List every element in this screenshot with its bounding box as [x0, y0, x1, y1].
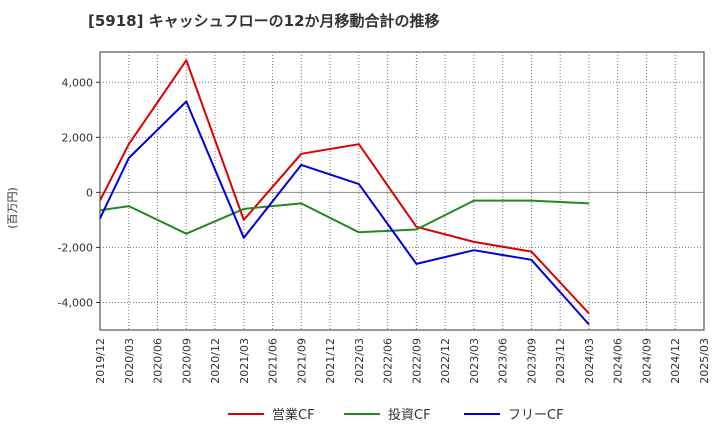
x-tick-label: 2020/06 — [152, 338, 165, 384]
x-axis-ticks: 2019/12 2020/03 2020/06 2020/09 2020/12 2021/… — [94, 338, 711, 384]
x-tick-label: 2022/12 — [439, 338, 452, 384]
x-tick-label: 2021/12 — [324, 338, 337, 384]
x-tick-label: 2023/06 — [497, 338, 510, 384]
y-tick-label: 0 — [86, 186, 93, 199]
x-tick-label: 2024/03 — [583, 338, 596, 384]
y-axis-ticks: 4,000 2,000 0 -2,000 -4,000 — [58, 76, 100, 309]
legend-label: 営業CF — [272, 407, 315, 423]
series-lines — [99, 59, 590, 326]
series-line — [99, 59, 590, 315]
x-tick-label: 2022/03 — [353, 338, 366, 384]
legend-label: フリーCF — [508, 408, 564, 423]
x-tick-label: 2019/12 — [94, 338, 107, 384]
y-tick-label: 4,000 — [62, 76, 94, 89]
x-tick-label: 2021/09 — [295, 338, 308, 384]
x-tick-label: 2024/12 — [669, 338, 682, 384]
x-tick-label: 2022/06 — [382, 338, 395, 384]
x-tick-label: 2021/06 — [267, 338, 280, 384]
x-tick-label: 2020/03 — [123, 338, 136, 384]
y-axis-title: (百万円) — [6, 187, 19, 229]
legend: 営業CF 投資CF フリーCF — [228, 407, 564, 423]
x-tick-label: 2022/09 — [410, 338, 423, 384]
y-tick-label: -2,000 — [58, 241, 93, 254]
x-tick-label: 2024/06 — [612, 338, 625, 384]
chart-title: [5918] キャッシュフローの12か月移動合計の推移 — [88, 12, 440, 30]
x-tick-label: 2024/09 — [640, 338, 653, 384]
x-tick-label: 2023/12 — [554, 338, 567, 384]
series-line — [99, 100, 590, 326]
plot-area — [99, 51, 705, 331]
legend-label: 投資CF — [388, 407, 431, 423]
x-tick-label: 2025/03 — [698, 338, 711, 384]
series-line — [99, 199, 590, 235]
x-tick-label: 2020/09 — [180, 338, 193, 384]
x-tick-label: 2023/03 — [468, 338, 481, 384]
x-tick-label: 2021/03 — [238, 338, 251, 384]
y-tick-label: -4,000 — [58, 296, 93, 309]
grid-lines — [100, 52, 704, 330]
y-tick-label: 2,000 — [62, 131, 94, 144]
x-tick-label: 2023/09 — [525, 338, 538, 384]
x-tick-label: 2020/12 — [209, 338, 222, 384]
